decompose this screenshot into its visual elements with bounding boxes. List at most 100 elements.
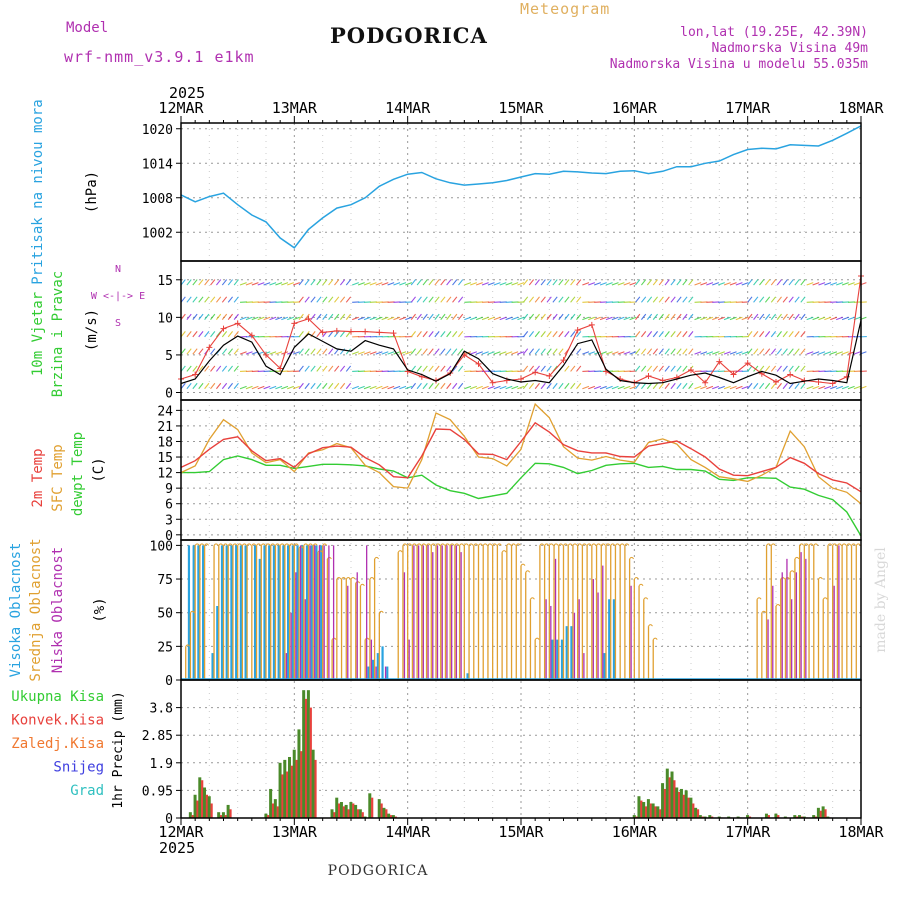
mid-cloud-cap bbox=[204, 543, 210, 546]
wind-arrow bbox=[457, 365, 464, 372]
total-precip-bar bbox=[387, 813, 391, 818]
conv-precip-bar bbox=[309, 707, 312, 818]
mid-cloud-cap bbox=[827, 543, 833, 546]
wind-arrow bbox=[640, 331, 647, 338]
wind-arrow bbox=[735, 385, 743, 390]
wind-arrow bbox=[499, 282, 507, 286]
wind-arrow bbox=[688, 331, 694, 338]
mid-cloud-cap bbox=[478, 543, 483, 546]
wind-arrow bbox=[192, 296, 198, 303]
wind-arrow bbox=[688, 279, 694, 286]
wind-arrow bbox=[233, 296, 239, 303]
wind-gust-point bbox=[843, 373, 850, 380]
wind-gust-point bbox=[815, 378, 822, 385]
wind-arrow bbox=[664, 365, 670, 372]
wind-arrow bbox=[369, 282, 377, 286]
wind-arrow bbox=[363, 282, 371, 286]
wind-arrow bbox=[416, 365, 422, 372]
wind-arrow bbox=[558, 382, 564, 390]
wind-arrow bbox=[198, 382, 204, 390]
wind-arrow bbox=[664, 313, 670, 320]
wind-arrow bbox=[517, 316, 525, 321]
wind-arrow bbox=[357, 351, 365, 355]
wind-arrow bbox=[658, 348, 664, 355]
wind-arrow bbox=[440, 296, 446, 303]
wind-arrow bbox=[747, 382, 753, 390]
mid-cloud-cap bbox=[855, 543, 861, 546]
wind-arrow bbox=[434, 348, 440, 355]
wind-arrow bbox=[776, 348, 782, 355]
conv-precip-bar bbox=[371, 797, 374, 818]
wind-arrow bbox=[770, 365, 777, 372]
wind-arrow bbox=[227, 279, 234, 286]
wind-arrow bbox=[375, 282, 383, 286]
wind-arrow bbox=[824, 351, 832, 355]
wind-arrow bbox=[806, 351, 814, 355]
wind-arrow bbox=[345, 365, 352, 372]
wind-arrow bbox=[215, 382, 222, 390]
wind-arrow bbox=[528, 313, 535, 320]
wind-arrow bbox=[676, 279, 682, 286]
wind-arrow bbox=[204, 365, 210, 372]
wind-arrow bbox=[528, 279, 535, 286]
mid-cloud-cap bbox=[846, 543, 852, 546]
conv-precip-bar bbox=[687, 797, 690, 818]
wind-arrow bbox=[204, 296, 210, 303]
mid-cloud-cap bbox=[435, 543, 441, 546]
wind-arrow bbox=[818, 385, 826, 390]
mid-cloud-cap bbox=[496, 543, 502, 546]
x-tick-label-bottom: 16MAR bbox=[612, 823, 658, 841]
mid-cloud-cap bbox=[591, 543, 597, 546]
wind-arrow bbox=[847, 385, 855, 390]
wind-arrow bbox=[640, 279, 647, 286]
wind-arrow bbox=[788, 331, 794, 338]
y-tick-label: 24 bbox=[157, 404, 173, 419]
wind-arrow bbox=[292, 385, 300, 390]
total-precip-bar bbox=[264, 813, 268, 818]
mid-cloud-cap bbox=[459, 543, 465, 546]
wind-arrow bbox=[328, 365, 334, 372]
wind-gust-point bbox=[277, 365, 284, 372]
wind-arrow bbox=[399, 282, 407, 286]
wind-arrow bbox=[334, 313, 340, 320]
wind-arrow bbox=[759, 348, 765, 355]
total-precip-bar bbox=[679, 788, 683, 818]
total-precip-bar bbox=[311, 749, 315, 818]
wind-arrow bbox=[723, 316, 731, 321]
wind-arrow bbox=[522, 348, 529, 355]
wind-arrow bbox=[664, 296, 670, 303]
wind-arrow bbox=[658, 279, 664, 286]
wind-arrow bbox=[198, 348, 204, 355]
wind-arrow bbox=[800, 331, 806, 338]
wind-arrow bbox=[853, 351, 861, 355]
wind-arrow bbox=[263, 385, 271, 390]
wind-arrow bbox=[275, 282, 283, 286]
wind-arrow bbox=[611, 316, 619, 321]
wind-arrow bbox=[446, 331, 452, 338]
pressure-unit-label: (hPa) bbox=[84, 171, 100, 213]
wind-arrow bbox=[670, 331, 676, 338]
wind-arrow bbox=[759, 365, 765, 372]
wind-arrow bbox=[682, 313, 688, 320]
wind-arrow bbox=[558, 279, 564, 286]
wind-arrow bbox=[712, 351, 720, 355]
wind-arrow bbox=[617, 385, 625, 390]
total-precip-bar bbox=[330, 809, 334, 818]
wind-arrow bbox=[629, 316, 637, 321]
wind-arrow bbox=[670, 382, 676, 390]
wind-arrow bbox=[233, 365, 239, 372]
wind-arrow bbox=[646, 331, 653, 338]
mid-cloud-cap bbox=[463, 543, 469, 546]
wind-arrow bbox=[576, 365, 582, 372]
wind-gust-point bbox=[291, 320, 298, 327]
wind-arrow bbox=[635, 313, 641, 320]
mid-cloud-cap bbox=[246, 543, 252, 546]
x-tick-label-bottom: 18MAR bbox=[838, 823, 884, 841]
wind-arrow bbox=[328, 313, 334, 320]
mid-cloud-cap bbox=[511, 543, 516, 546]
wind-arrow bbox=[351, 282, 359, 286]
model-elevation-label: Nadmorska Visina u modelu 55.035m bbox=[609, 57, 868, 72]
conv-precip-bar bbox=[380, 803, 383, 818]
wind-arrow bbox=[334, 365, 340, 372]
